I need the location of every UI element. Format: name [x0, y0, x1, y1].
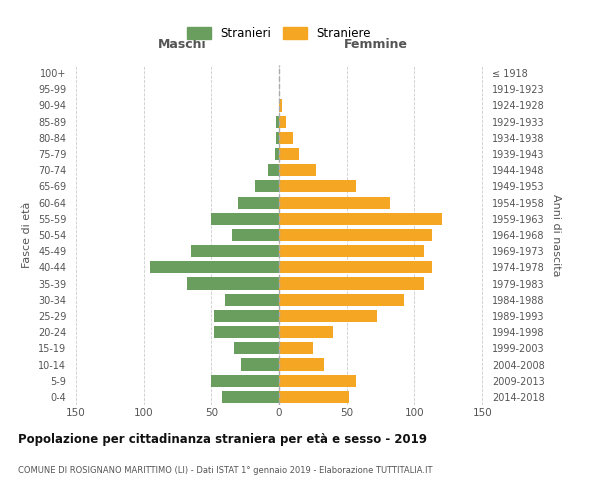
Bar	[211, 374, 279, 387]
Bar	[279, 245, 424, 258]
Bar	[279, 326, 333, 338]
Bar	[279, 116, 286, 128]
Bar	[279, 100, 282, 112]
Bar	[279, 164, 316, 176]
Bar	[238, 196, 279, 208]
Bar	[279, 310, 377, 322]
Bar	[275, 148, 279, 160]
Bar	[268, 164, 279, 176]
Bar	[276, 116, 279, 128]
Bar	[279, 262, 432, 274]
Bar	[279, 180, 356, 192]
Bar	[279, 374, 356, 387]
Bar	[222, 391, 279, 403]
Bar	[232, 229, 279, 241]
Bar	[279, 132, 293, 144]
Bar	[279, 278, 424, 289]
Bar	[279, 391, 349, 403]
Bar	[214, 310, 279, 322]
Bar	[279, 212, 442, 225]
Bar	[254, 180, 279, 192]
Bar	[279, 196, 390, 208]
Bar	[187, 278, 279, 289]
Bar	[279, 358, 324, 370]
Y-axis label: Anni di nascita: Anni di nascita	[551, 194, 561, 276]
Text: COMUNE DI ROSIGNANO MARITTIMO (LI) - Dati ISTAT 1° gennaio 2019 - Elaborazione T: COMUNE DI ROSIGNANO MARITTIMO (LI) - Dat…	[18, 466, 433, 475]
Text: Maschi: Maschi	[158, 38, 207, 52]
Legend: Stranieri, Straniere: Stranieri, Straniere	[184, 24, 374, 44]
Bar	[279, 342, 313, 354]
Text: Popolazione per cittadinanza straniera per età e sesso - 2019: Popolazione per cittadinanza straniera p…	[18, 432, 427, 446]
Bar	[211, 212, 279, 225]
Text: Femmine: Femmine	[344, 38, 407, 52]
Bar	[225, 294, 279, 306]
Bar	[214, 326, 279, 338]
Bar	[279, 229, 432, 241]
Bar	[191, 245, 279, 258]
Bar	[241, 358, 279, 370]
Bar	[150, 262, 279, 274]
Bar	[279, 294, 404, 306]
Bar	[234, 342, 279, 354]
Y-axis label: Fasce di età: Fasce di età	[22, 202, 32, 268]
Bar	[276, 132, 279, 144]
Bar	[279, 148, 299, 160]
